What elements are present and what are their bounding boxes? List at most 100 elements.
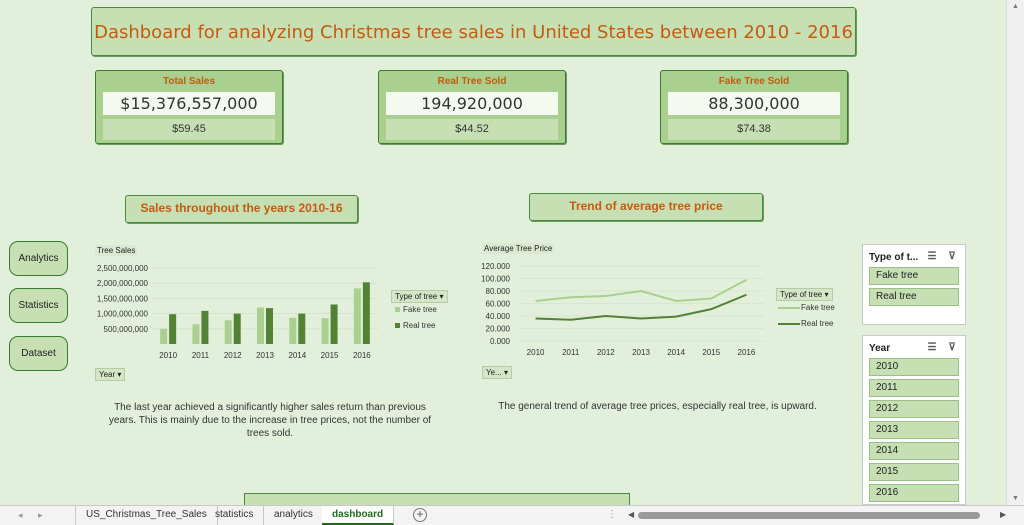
statistics-button[interactable]: Statistics xyxy=(9,288,68,323)
sales-bar-chart: 2,500,000,000 2,000,000,000 1,500,000,000 1… xyxy=(97,264,378,360)
scroll-down-icon[interactable]: ▼ xyxy=(1012,495,1019,502)
vertical-scrollbar[interactable]: ▲ ▼ xyxy=(1006,0,1024,505)
bar-fake-tree-2012 xyxy=(224,320,232,344)
kpi-total-sales: Total Sales $15,376,557,000 $59.45 xyxy=(95,70,283,144)
kpi-value: 194,920,000 xyxy=(386,92,558,115)
x-tick-label: 2016 xyxy=(353,351,371,360)
y-tick-label: 80.000 xyxy=(486,287,511,296)
bar-real-tree-2015 xyxy=(330,304,338,344)
x-tick-label: 2011 xyxy=(192,351,210,360)
y-tick-label: 2,000,000,000 xyxy=(97,279,149,288)
bar-fake-tree-2016 xyxy=(353,288,361,344)
y-tick-label: 1,500,000,000 xyxy=(97,294,149,303)
line-legend: Fake tree Real tree xyxy=(778,303,835,335)
y-tick-label: 60.000 xyxy=(486,300,511,309)
x-tick-label: 2015 xyxy=(702,348,720,357)
slicer-title: Year xyxy=(869,342,891,354)
scroll-right-icon[interactable]: ▶ xyxy=(1000,510,1007,519)
scroll-thumb[interactable] xyxy=(638,512,980,519)
bar-real-tree-2011 xyxy=(201,310,209,344)
bar-legend: Fake tree Real tree xyxy=(395,305,437,337)
y-tick-label: 500,000,000 xyxy=(104,325,149,334)
dashboard-sheet: Dashboard for analyzing Christmas tree s… xyxy=(9,7,966,505)
scroll-left-icon[interactable]: ◀ xyxy=(628,510,635,519)
legend-swatch xyxy=(778,322,800,325)
y-tick-label: 100.000 xyxy=(481,275,510,284)
bar-legend-filter[interactable]: Type of tree ▾ xyxy=(391,290,448,303)
slicer-item-2011[interactable]: 2011 xyxy=(869,379,959,397)
kpi-subvalue: $44.52 xyxy=(386,119,558,140)
tab-dashboard[interactable]: dashboard xyxy=(322,506,395,525)
field-label: Ye... xyxy=(486,368,502,377)
tab-next-icon[interactable]: ▸ xyxy=(38,510,43,520)
bar-real-tree-2014 xyxy=(298,313,306,344)
y-tick-label: 1,000,000,000 xyxy=(97,310,149,319)
y-tick-label: 2,500,000,000 xyxy=(97,264,149,273)
horizontal-scrollbar[interactable] xyxy=(628,512,1006,519)
multi-select-icon[interactable]: ☰ xyxy=(927,251,937,262)
x-tick-label: 2011 xyxy=(562,348,580,357)
clear-filter-icon[interactable]: ⊽ xyxy=(948,342,956,353)
tab-prev-icon[interactable]: ◂ xyxy=(18,510,23,520)
x-tick-label: 2010 xyxy=(159,351,177,360)
line-real-tree xyxy=(535,293,747,321)
dashboard-title: Dashboard for analyzing Christmas tree s… xyxy=(94,22,853,43)
multi-select-icon[interactable]: ☰ xyxy=(927,342,937,353)
slicer-item-2014[interactable]: 2014 xyxy=(869,442,959,460)
bar-real-tree-2012 xyxy=(233,313,241,344)
sales-section-title: Sales throughout the years 2010-16 xyxy=(125,195,358,223)
tab-statistics[interactable]: statistics xyxy=(205,506,265,525)
bar-fake-tree-2013 xyxy=(257,307,264,344)
tab-analytics[interactable]: analytics xyxy=(264,506,324,525)
analytics-button[interactable]: Analytics xyxy=(9,241,68,276)
slicer-item-2012[interactable]: 2012 xyxy=(869,400,959,418)
sales-note: The last year achieved a significantly h… xyxy=(108,402,432,439)
slicer-item-2015[interactable]: 2015 xyxy=(869,463,959,481)
price-note: The general trend of average tree prices… xyxy=(498,401,817,412)
y-tick-label: 20.000 xyxy=(486,325,511,334)
y-tick-label: 0.000 xyxy=(490,337,511,346)
slicer-item-2016[interactable]: 2016 xyxy=(869,484,959,502)
bar-fake-tree-2010 xyxy=(160,328,168,344)
slicer-title: Type of t... xyxy=(869,251,919,263)
line-year-filter[interactable]: Ye... ▾ xyxy=(482,366,512,379)
chevron-down-icon: ▾ xyxy=(439,292,444,301)
legend-item: Fake tree xyxy=(778,303,835,312)
clear-filter-icon[interactable]: ⊽ xyxy=(948,251,956,262)
y-tick-label: 40.000 xyxy=(486,312,511,321)
more-icon: ⋮ xyxy=(607,509,617,520)
add-sheet-icon[interactable]: + xyxy=(413,508,427,522)
slicer-item-real-tree[interactable]: Real tree xyxy=(869,288,959,306)
kpi-title: Real Tree Sold xyxy=(437,76,507,87)
bar-real-tree-2010 xyxy=(169,314,177,344)
partial-shape xyxy=(244,493,630,505)
x-tick-label: 2016 xyxy=(738,348,756,357)
kpi-fake-tree-sold: Fake Tree Sold 88,300,000 $74.38 xyxy=(660,70,848,144)
slicer-item-fake-tree[interactable]: Fake tree xyxy=(869,267,959,285)
legend-label: Fake tree xyxy=(801,303,835,312)
price-line-chart: 120.000 100.000 80.000 60.000 40.000 20.000 0.… xyxy=(481,262,764,357)
slicer-item-2013[interactable]: 2013 xyxy=(869,421,959,439)
line-fake-tree xyxy=(535,278,747,303)
slicer-item-2010[interactable]: 2010 xyxy=(869,358,959,376)
bar-fake-tree-2015 xyxy=(321,318,329,344)
x-tick-label: 2015 xyxy=(321,351,339,360)
bar-chart-title: Tree Sales xyxy=(95,245,138,256)
x-tick-label: 2014 xyxy=(667,348,685,357)
chevron-down-icon: ▾ xyxy=(824,290,829,299)
dashboard-title-box: Dashboard for analyzing Christmas tree s… xyxy=(91,7,856,56)
sheet-tab-bar: ◂ ▸ US_Christmas_Tree_Sales statistics a… xyxy=(0,505,1024,525)
dataset-button[interactable]: Dataset xyxy=(9,336,68,371)
x-tick-label: 2012 xyxy=(224,351,242,360)
legend-item: Real tree xyxy=(778,319,835,328)
kpi-real-tree-sold: Real Tree Sold 194,920,000 $44.52 xyxy=(378,70,566,144)
x-tick-label: 2014 xyxy=(288,351,306,360)
bar-year-filter[interactable]: Year ▾ xyxy=(95,368,126,381)
tab-us-christmas-tree-sales[interactable]: US_Christmas_Tree_Sales xyxy=(75,506,218,525)
chevron-down-icon: ▾ xyxy=(503,368,508,377)
legend-title: Type of tree xyxy=(780,290,823,299)
bar-fake-tree-2014 xyxy=(289,317,297,344)
scroll-up-icon[interactable]: ▲ xyxy=(1012,3,1019,10)
line-legend-filter[interactable]: Type of tree ▾ xyxy=(776,288,833,301)
kpi-subvalue: $74.38 xyxy=(668,119,840,140)
